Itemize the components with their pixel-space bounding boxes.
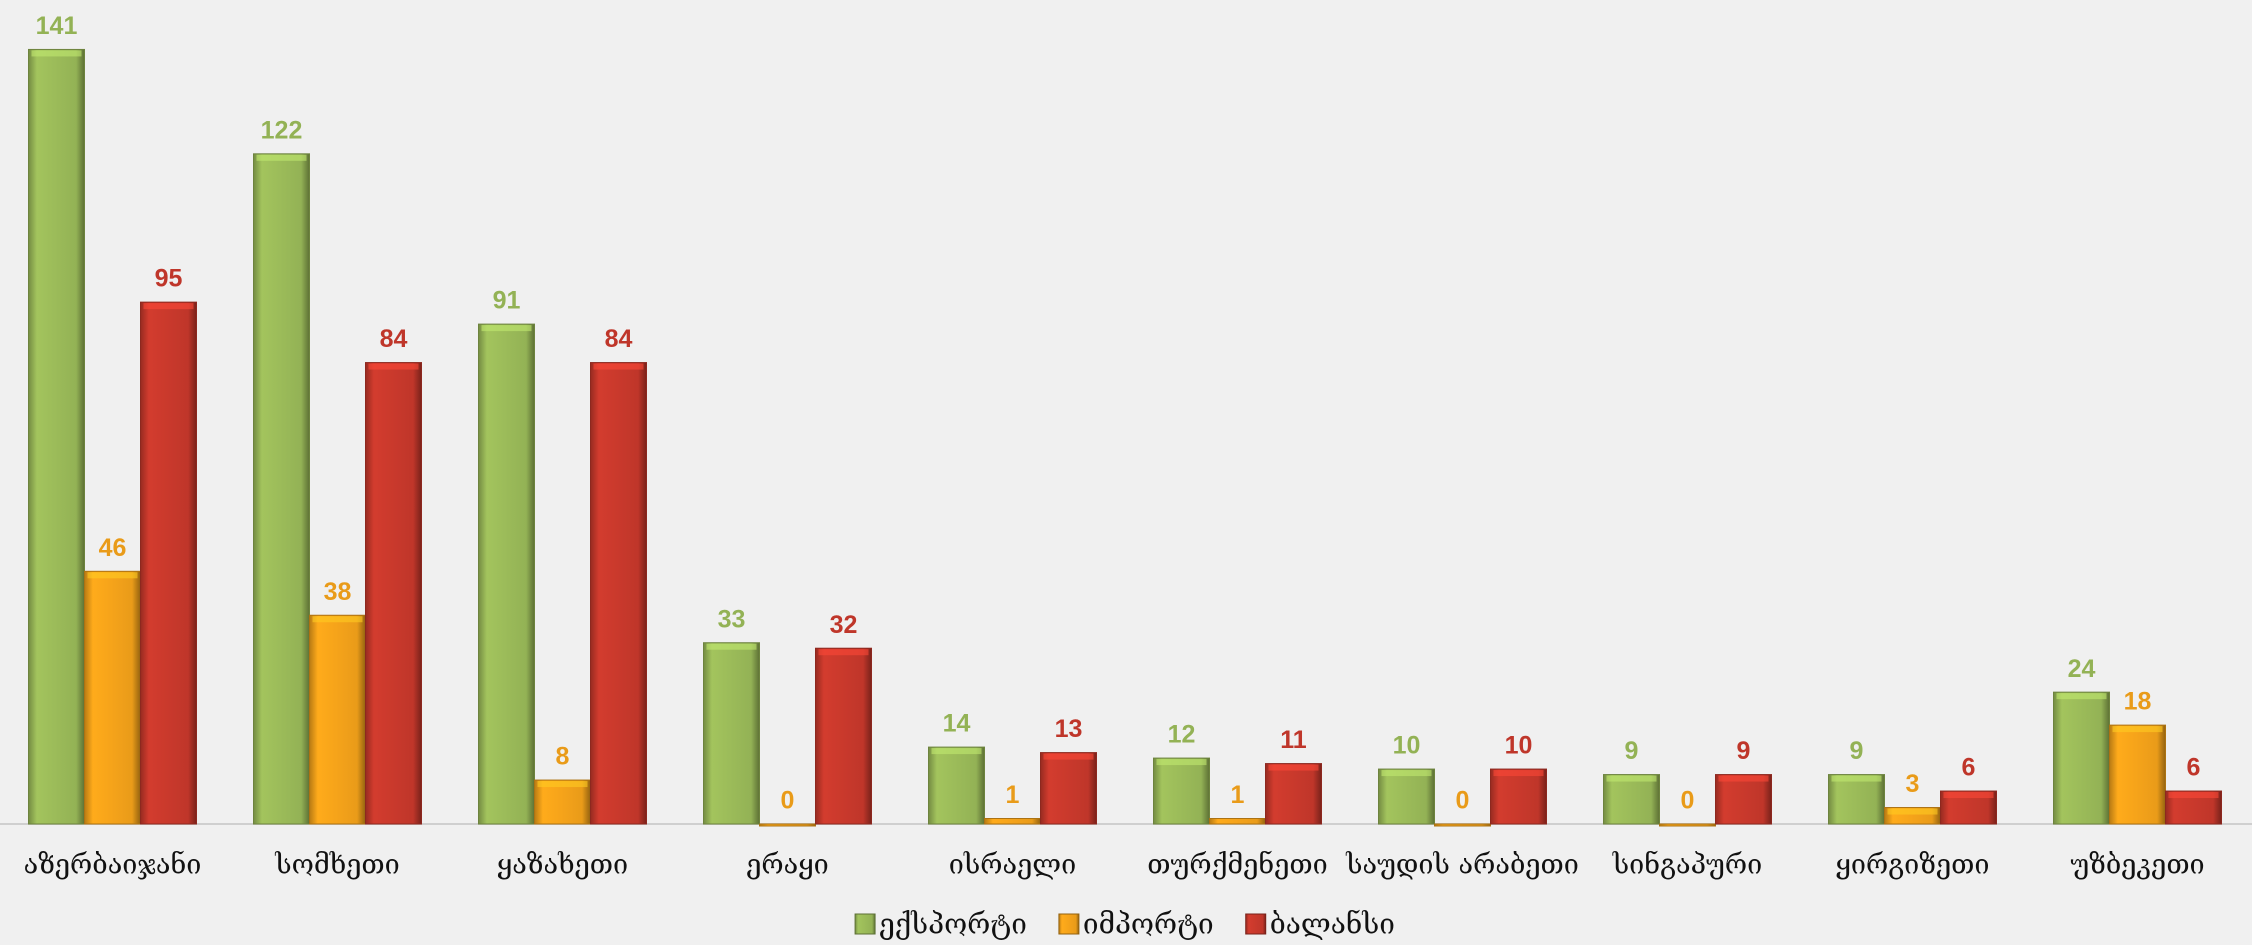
bar (140, 301, 197, 825)
value-label: 38 (324, 578, 352, 606)
legend-label: იმპორტი (1083, 908, 1214, 941)
bar-cap (1606, 775, 1657, 782)
bar (703, 642, 760, 825)
x-tick-label: თურქმენეთი (1147, 850, 1327, 881)
bar-cap (1887, 808, 1938, 815)
value-label: 6 (1962, 754, 1976, 782)
bar-cap (368, 363, 419, 370)
value-label: 18 (2124, 688, 2152, 716)
value-label: 0 (1681, 787, 1695, 815)
bar (1265, 763, 1322, 825)
value-label: 9 (1737, 737, 1751, 765)
bar (1490, 768, 1547, 825)
bar-cap (1381, 770, 1432, 777)
bar (759, 823, 816, 827)
bar-cap (1268, 764, 1319, 771)
bar (1378, 768, 1435, 825)
value-label: 11 (1280, 726, 1307, 754)
value-label: 8 (556, 743, 570, 771)
value-label: 9 (1625, 737, 1639, 765)
value-label: 122 (261, 116, 303, 144)
bar (365, 362, 422, 825)
value-label: 1 (1231, 781, 1245, 809)
bar-cap (143, 303, 194, 310)
value-label: 91 (493, 287, 521, 315)
bar (1040, 752, 1097, 825)
legend-swatch (1245, 913, 1267, 935)
value-label: 9 (1850, 737, 1864, 765)
legend-label: ბალანსი (1270, 908, 1395, 941)
bar-cap (706, 643, 757, 650)
bar (1209, 818, 1266, 825)
value-label: 0 (1456, 787, 1470, 815)
legend: ექსპორტი იმპორტი ბალანსი (854, 908, 1395, 941)
value-label: 84 (605, 325, 633, 353)
bar (1715, 774, 1772, 825)
bar-cap (87, 572, 138, 579)
bar-cap (2056, 693, 2107, 700)
bar-cap (931, 748, 982, 755)
x-tick-label: ისრაელი (949, 850, 1076, 881)
value-label: 10 (1393, 732, 1421, 760)
x-tick-label: ყაზახეთი (497, 850, 628, 881)
bar (1828, 774, 1885, 825)
bar-cap (537, 781, 588, 788)
bar-cap (1943, 792, 1994, 799)
bar (253, 153, 310, 825)
bar-cap (481, 325, 532, 332)
bar (984, 818, 1041, 825)
value-label: 24 (2068, 655, 2096, 683)
bar (28, 48, 85, 825)
bar-cap (1718, 775, 1769, 782)
bar-cap (1156, 759, 1207, 766)
bar (1153, 757, 1210, 825)
bar (928, 746, 985, 825)
x-tick-label: სინგაპური (1612, 850, 1762, 881)
bar (1434, 823, 1491, 827)
legend-swatch (854, 913, 876, 935)
bar (84, 570, 141, 825)
legend-swatch (1058, 913, 1080, 935)
value-label: 13 (1055, 715, 1083, 743)
value-label: 0 (781, 787, 795, 815)
value-label: 10 (1505, 732, 1533, 760)
bar-cap (1493, 770, 1544, 777)
bar (1603, 774, 1660, 825)
x-tick-label: სომხეთი (274, 850, 400, 881)
bar-cap (593, 363, 644, 370)
x-tick-label: ყირგიზეთი (1836, 850, 1990, 881)
bar-cap (1831, 775, 1882, 782)
bar (815, 647, 872, 825)
value-label: 95 (155, 265, 183, 293)
bar-cap (2168, 792, 2219, 799)
legend-label: ექსპორტი (879, 908, 1027, 941)
value-label: 6 (2187, 754, 2201, 782)
x-tick-label: აზერბაიჯანი (24, 850, 202, 881)
bar-cap (256, 154, 307, 161)
x-tick-label: ერაყი (746, 850, 828, 881)
bar-cap (312, 616, 363, 623)
x-tick-label: საუდის არაბეთი (1345, 850, 1579, 881)
bar-cap (818, 649, 869, 656)
bar (1659, 823, 1716, 827)
value-label: 84 (380, 325, 408, 353)
value-label: 46 (99, 534, 127, 562)
bar (2109, 724, 2166, 825)
bar (590, 362, 647, 825)
bar-cap (2112, 726, 2163, 733)
value-label: 33 (718, 605, 746, 633)
value-label: 3 (1906, 770, 1920, 798)
bar-cap (31, 50, 82, 57)
bar (309, 614, 366, 825)
value-label: 14 (943, 710, 971, 738)
bar-cap (1043, 753, 1094, 760)
value-label: 12 (1168, 721, 1196, 749)
value-label: 32 (830, 611, 858, 639)
bar (2053, 691, 2110, 825)
bar (478, 323, 535, 825)
x-tick-label: უზბეკეთი (2070, 850, 2204, 881)
value-label: 141 (36, 12, 78, 40)
value-label: 1 (1006, 781, 1020, 809)
